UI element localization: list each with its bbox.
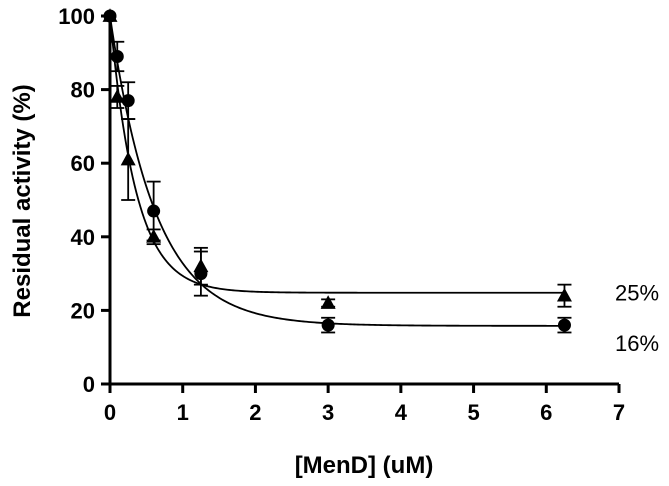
circle-marker: [110, 49, 124, 63]
triangle-marker: [556, 287, 572, 302]
x-axis-title: [MenD] (uM): [295, 452, 434, 479]
x-tick-label: 4: [395, 400, 408, 425]
x-tick-label: 3: [322, 400, 334, 425]
x-tick-label: 1: [177, 400, 189, 425]
fit-curve-series-2: [109, 15, 565, 294]
data-markers: [102, 8, 572, 332]
x-tick-label: 0: [104, 400, 116, 425]
y-tick-label: 80: [71, 78, 95, 103]
circle-marker: [121, 94, 135, 108]
circle-marker: [147, 204, 161, 218]
y-axis-title: Residual activity (%): [9, 84, 36, 317]
x-tick-label: 6: [540, 400, 552, 425]
y-tick-label: 0: [83, 372, 95, 397]
tick-labels: 0 1 2 3 4 5 6 7 0 20 40 60 80 100: [58, 4, 625, 425]
fit-curve-series-1: [109, 15, 565, 327]
circle-marker: [321, 318, 335, 332]
y-tick-label: 60: [71, 151, 95, 176]
fit-curves: [109, 15, 565, 327]
y-tick-label: 40: [71, 225, 95, 250]
plateau-label: 16%: [615, 331, 659, 356]
y-tick-label: 100: [58, 4, 95, 29]
triangle-marker: [146, 229, 162, 243]
axes: [101, 14, 621, 393]
circle-marker: [557, 318, 571, 332]
x-tick-label: 2: [249, 400, 261, 425]
error-bars: [110, 40, 572, 334]
triangle-marker: [320, 295, 336, 309]
x-tick-label: 5: [467, 400, 479, 425]
triangle-marker: [120, 151, 136, 166]
plateau-annotations: 25% 16%: [615, 281, 659, 356]
triangle-marker: [109, 89, 125, 103]
x-tick-label: 7: [613, 400, 625, 425]
triangle-marker: [193, 258, 209, 273]
plateau-label: 25%: [615, 281, 659, 306]
y-tick-label: 20: [71, 298, 95, 323]
